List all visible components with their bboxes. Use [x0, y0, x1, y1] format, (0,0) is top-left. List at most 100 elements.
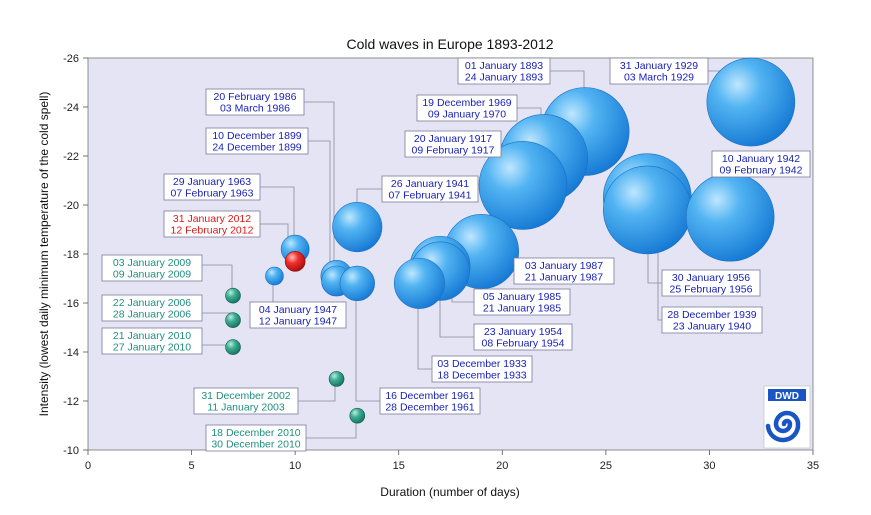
event-label-line: 25 February 1956	[670, 284, 753, 296]
bubble-blue	[332, 202, 383, 253]
event-label-line: 20 January 1917	[414, 133, 492, 145]
event-label-line: 28 December 1961	[385, 402, 474, 414]
event-label-box	[163, 210, 261, 238]
event-label-box	[609, 57, 709, 85]
y-tick-label: -24	[63, 102, 79, 114]
x-tick-label: 35	[807, 460, 819, 472]
event-label-line: 29 January 1963	[173, 176, 251, 188]
y-tick-label: -16	[63, 298, 79, 310]
event-label-line: 27 January 2010	[113, 342, 191, 354]
event-label-line: 05 January 1985	[483, 291, 561, 303]
x-tick-label: 20	[496, 460, 508, 472]
event-label-line: 08 February 1954	[482, 338, 565, 350]
bubble-teal	[225, 339, 241, 355]
event-label-line: 19 December 1969	[422, 97, 511, 109]
event-label-line: 18 December 1933	[437, 370, 526, 382]
event-label-box	[473, 323, 573, 351]
bubble-blue	[393, 257, 445, 309]
event-label-line: 03 January 1987	[525, 260, 603, 272]
event-label-box	[711, 150, 811, 178]
event-label-line: 07 February 1963	[171, 188, 254, 200]
x-tick-label: 0	[85, 460, 91, 472]
y-tick-label: -10	[63, 445, 79, 457]
event-label-box	[404, 130, 502, 158]
bubble-blue	[706, 57, 796, 147]
event-label-line: 12 February 2012	[171, 225, 254, 237]
dwd-logo: DWD	[763, 385, 811, 449]
event-label-box	[163, 173, 261, 201]
event-label-line: 23 January 1954	[484, 326, 562, 338]
leader-line	[260, 186, 295, 238]
event-label-line: 10 December 1899	[212, 130, 301, 142]
bubble-blue	[265, 266, 284, 286]
y-tick-label: -18	[63, 249, 79, 261]
bubble-red	[284, 251, 306, 272]
bubble-blue	[685, 172, 775, 262]
y-tick-label: -12	[63, 396, 79, 408]
event-label-line: 03 March 1986	[220, 103, 290, 115]
event-label-line: 18 December 2010	[211, 427, 300, 439]
event-label-box	[379, 387, 481, 415]
event-label-box	[249, 301, 347, 329]
event-label-line: 30 December 2010	[211, 439, 300, 451]
bubble-blue	[602, 165, 692, 255]
event-label-box	[205, 424, 307, 452]
bubbles	[225, 57, 796, 424]
event-label-line: 03 January 2009	[113, 257, 191, 269]
axes: 0 5 10 15 20 25 30 35 -10 -12 -14 -16 -18 -20 -22 -24 -2…	[63, 53, 819, 472]
event-label-line: 31 January 2012	[173, 213, 251, 225]
event-label-line: 22 January 2006	[113, 297, 191, 309]
event-label-line: 16 December 1961	[385, 390, 474, 402]
event-label-box	[193, 387, 299, 415]
bubble-teal	[225, 312, 241, 328]
leader-line	[298, 380, 336, 402]
event-label-box	[381, 175, 479, 203]
event-label-line: 12 January 1947	[259, 316, 337, 328]
event-label-line: 21 January 2010	[113, 330, 191, 342]
event-label-line: 11 January 2003	[207, 402, 285, 414]
event-label-box	[473, 288, 571, 316]
dwd-logo-text: DWD	[775, 391, 799, 402]
event-label-line: 09 February 1942	[720, 165, 803, 177]
bubble-teal	[225, 287, 241, 304]
y-tick-label: -20	[63, 200, 79, 212]
leader-line	[417, 286, 432, 370]
x-tick-label: 10	[289, 460, 301, 472]
event-label-box	[101, 294, 203, 322]
y-tick-label: -14	[63, 347, 79, 359]
event-label-line: 24 January 1893	[465, 72, 543, 84]
leader-line	[657, 235, 662, 321]
event-label-line: 21 January 1985	[483, 303, 561, 315]
event-label-box	[513, 257, 615, 285]
event-label-box	[101, 254, 203, 282]
event-label-box	[205, 88, 305, 116]
bubble-blue	[478, 141, 568, 230]
y-axis-title: Intensity (lowest daily minimum temperat…	[37, 92, 51, 417]
bubble-teal	[328, 371, 345, 387]
x-tick-label: 30	[703, 460, 715, 472]
x-tick-label: 25	[600, 460, 612, 472]
event-label-line: 28 December 1939	[667, 309, 756, 321]
event-label-box	[101, 327, 203, 355]
event-label-line: 10 January 1942	[722, 153, 800, 165]
